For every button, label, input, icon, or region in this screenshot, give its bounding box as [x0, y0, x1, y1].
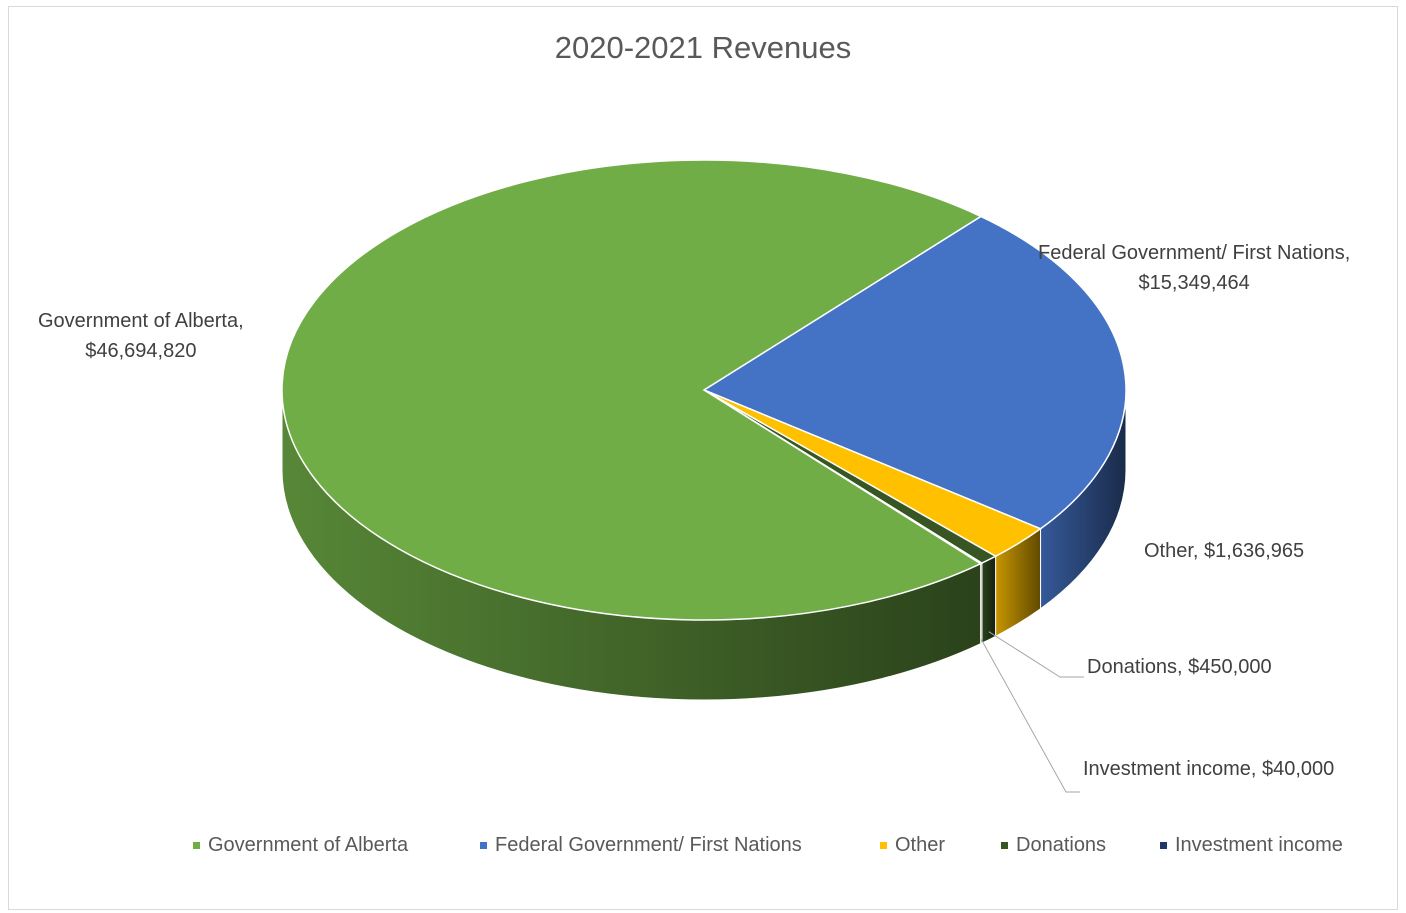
data-label-federal: Federal Government/ First Nations, $15,3… [1038, 238, 1350, 298]
legend-item-donations[interactable]: Donations [1001, 834, 1106, 857]
data-label-federal-line2: $15,349,464 [1138, 272, 1250, 294]
data-label-federal-line1: Federal Government/ First Nations, [1038, 242, 1351, 264]
legend-label: Donations [1016, 834, 1107, 856]
legend-swatch-blue [480, 842, 487, 849]
legend-label: Federal Government/ First Nations [495, 834, 802, 856]
legend-swatch-navy [1160, 842, 1167, 849]
legend-label: Investment income [1175, 834, 1343, 856]
legend-label: Government of Alberta [208, 834, 409, 856]
legend-item-other[interactable]: Other [880, 834, 945, 857]
legend-label: Other [895, 834, 946, 856]
data-label-gov-alberta-line1: Government of Alberta, [38, 310, 244, 332]
legend-swatch-dark-green [1001, 842, 1008, 849]
data-label-gov-alberta-line2: $46,694,820 [85, 340, 197, 362]
data-label-other: Other, $1,636,965 [1144, 540, 1305, 562]
data-label-donations: Donations, $450,000 [1087, 656, 1272, 678]
pie-side-donations [981, 555, 997, 644]
legend-swatch-yellow [880, 842, 887, 849]
data-label-investment: Investment income, $40,000 [1083, 758, 1335, 780]
legend-item-federal[interactable]: Federal Government/ First Nations [480, 834, 802, 857]
legend-item-investment[interactable]: Investment income [1160, 834, 1343, 857]
data-label-government-of-alberta: Government of Alberta, $46,694,820 [38, 306, 244, 366]
leader-line-investment [980, 639, 1080, 793]
leader-line-donations [988, 631, 1084, 678]
legend-item-government-of-alberta[interactable]: Government of Alberta [193, 834, 408, 857]
chart-title: 2020-2021 Revenues [554, 30, 852, 65]
legend-swatch-green [193, 842, 200, 849]
legend: Government of Alberta Federal Government… [0, 834, 1406, 864]
pie-slice-federal-government-first-nations[interactable] [702, 215, 1127, 530]
pie-slice-government-of-alberta[interactable] [281, 159, 983, 621]
